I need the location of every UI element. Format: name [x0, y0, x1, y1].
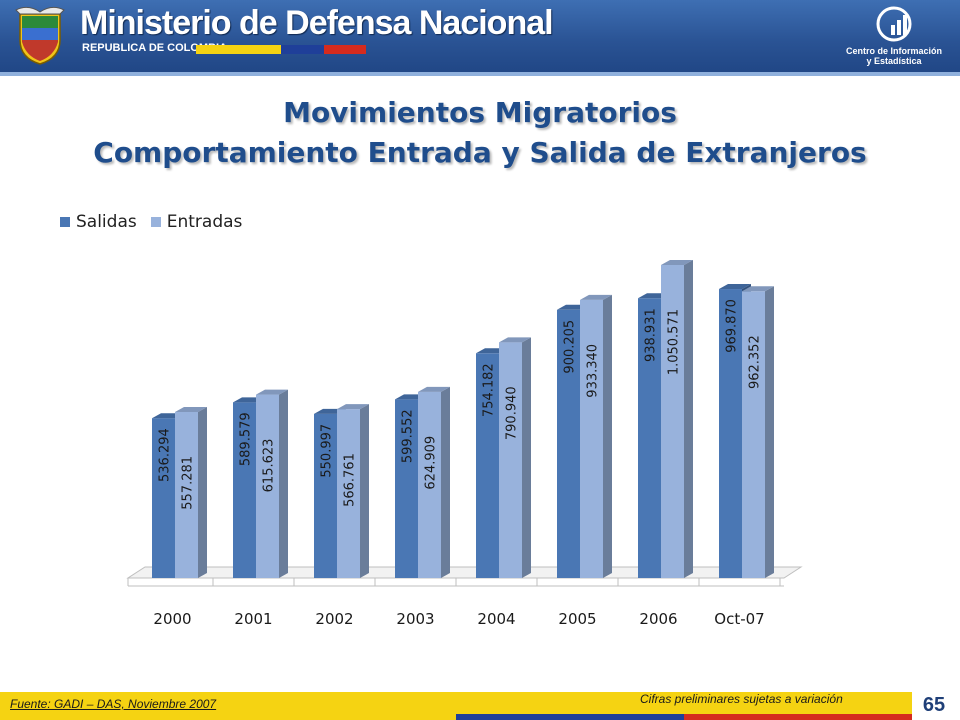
x-tick-label: Oct-07 [714, 610, 764, 628]
footer-flag-stripe [0, 714, 912, 720]
bar-salidas [638, 298, 661, 578]
footer-flag-red [684, 714, 912, 720]
footer-flag-blue [456, 714, 684, 720]
data-label-salidas: 754.182 [482, 363, 497, 417]
bar-salidas [395, 399, 418, 578]
data-label-entradas: 933.340 [586, 344, 601, 398]
footer-flag-yellow [0, 714, 456, 720]
statistics-center-line1: Centro de Información [845, 46, 942, 56]
legend-label-entradas: Entradas [166, 212, 243, 232]
flag-stripe [196, 45, 366, 54]
bar-entradas [661, 265, 684, 578]
bar-salidas [557, 309, 580, 578]
bar-top-entradas [580, 294, 612, 300]
bar-side-entradas [684, 260, 693, 578]
legend-item-entradas: Entradas [150, 212, 243, 232]
data-label-salidas: 536.294 [158, 428, 173, 482]
data-label-entradas: 790.940 [505, 386, 520, 440]
page-subtitle: Comportamiento Entrada y Salida de Extra… [93, 136, 867, 169]
x-tick-label: 2003 [396, 610, 434, 628]
data-label-salidas: 550.997 [320, 424, 335, 478]
bar-entradas [580, 299, 603, 578]
bar-side-entradas [441, 386, 450, 578]
data-label-entradas: 557.281 [181, 456, 196, 510]
x-tick-label: 2005 [558, 610, 596, 628]
chart-floor [126, 566, 803, 579]
data-label-entradas: 624.909 [424, 436, 439, 490]
data-label-salidas: 589.579 [239, 412, 254, 466]
x-tick-label: 2001 [234, 610, 272, 628]
bar-top-entradas [661, 260, 693, 265]
x-tick-label: 2002 [315, 610, 353, 628]
bar-salidas [476, 353, 499, 578]
bar-top-entradas [337, 404, 369, 410]
source-note: Fuente: GADI – DAS, Noviembre 2007 [10, 697, 217, 711]
bar-entradas [256, 394, 279, 578]
bar-entradas [499, 342, 522, 578]
data-label-salidas: 900.205 [563, 320, 578, 374]
flag-red [323, 45, 366, 54]
bar-entradas [418, 391, 441, 578]
bar-top-entradas [175, 406, 207, 412]
bar-entradas [337, 409, 360, 578]
bar-side-entradas [765, 286, 774, 578]
republic-label: REPUBLICA DE COLOMBIA [82, 42, 228, 54]
bar-top-entradas [418, 386, 450, 392]
data-label-salidas: 599.552 [401, 409, 416, 463]
bar-top-entradas [256, 389, 288, 395]
header-divider [0, 72, 960, 76]
statistics-center-label: Centro de Información y Estadística [836, 46, 952, 66]
bar-entradas [175, 411, 198, 578]
flag-blue [281, 45, 324, 54]
coat-of-arms-icon [15, 6, 65, 65]
bar-salidas [314, 413, 337, 578]
data-label-entradas: 615.623 [262, 439, 277, 493]
bar-salidas [233, 402, 256, 578]
data-label-salidas: 969.870 [725, 299, 740, 353]
x-tick-label: 2000 [153, 610, 191, 628]
bar-side-entradas [198, 406, 207, 578]
bar-top-entradas [742, 286, 774, 292]
legend-swatch-salidas [60, 217, 70, 227]
flag-yellow [196, 45, 281, 54]
statistics-center-icon [876, 6, 912, 42]
data-label-salidas: 938.931 [644, 308, 659, 362]
bar-salidas [719, 289, 742, 578]
ministry-name: Ministerio de Defensa Nacional [80, 4, 554, 42]
bar-side-entradas [279, 389, 288, 578]
bar-top-salidas [719, 284, 751, 290]
bar-side-entradas [603, 294, 612, 578]
page-title: Movimientos Migratorios [283, 96, 677, 129]
x-tick-label: 2006 [639, 610, 677, 628]
header-banner: Ministerio de Defensa Nacional REPUBLICA… [0, 0, 960, 76]
data-label-entradas: 566.761 [343, 453, 358, 507]
legend-swatch-entradas [150, 217, 161, 227]
bar-side-entradas [360, 404, 369, 578]
bar-chart: 536.294 557.281 2000 589.579 615.623 2001 550.… [126, 260, 803, 628]
legend-label-salidas: Salidas [76, 212, 137, 232]
bar-salidas [152, 418, 175, 578]
legend-item-salidas: Salidas [60, 212, 137, 232]
bar-top-entradas [499, 337, 531, 343]
x-tick-label: 2004 [477, 610, 515, 628]
data-label-entradas: 1.050.571 [667, 309, 682, 375]
statistics-center-line2: y Estadística [866, 56, 922, 66]
preliminary-note: Cifras preliminares sujetas a variación [640, 692, 843, 706]
bar-side-entradas [522, 337, 531, 578]
bar-entradas [742, 291, 765, 578]
data-label-entradas: 962.352 [748, 335, 763, 389]
chart-legend: Salidas Entradas [60, 212, 256, 232]
page-number: 65 [922, 694, 946, 716]
